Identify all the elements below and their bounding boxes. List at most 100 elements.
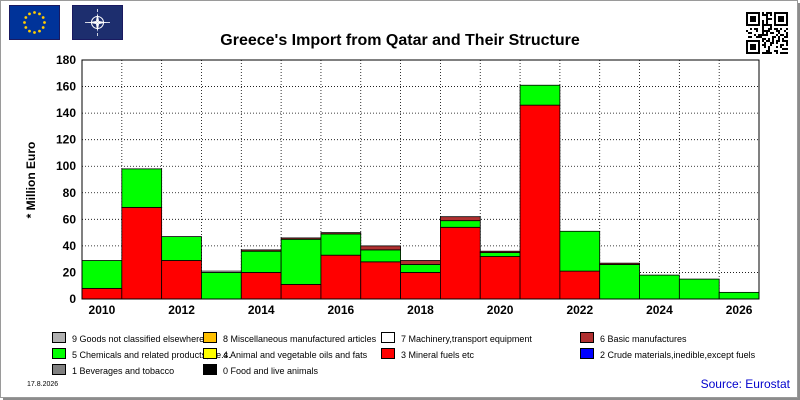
bar-2010-sitc3 [81, 287, 123, 300]
bar-2012-sitc3 [161, 260, 202, 300]
legend-label: 2 Crude materials,inedible,except fuels [600, 350, 756, 360]
x-tick-label: 2020 [487, 303, 514, 317]
legend-swatch [52, 364, 66, 375]
bar-2019-sitc3 [440, 226, 481, 300]
x-tick-label: 2012 [168, 303, 195, 317]
legend-swatch [203, 364, 217, 375]
nato-flag-icon [72, 5, 123, 40]
eu-star-icon [24, 26, 28, 29]
legend-item-sitc4: 4 Animal and vegetable oils and fats [203, 348, 367, 361]
bar-2013-sitc5 [201, 272, 242, 300]
source-label[interactable]: Source: Eurostat [700, 377, 790, 391]
legend-item-sitc2: 2 Crude materials,inedible,except fuels [580, 348, 755, 361]
x-tick-label: 2010 [89, 303, 116, 317]
bar-2014-sitc3 [240, 272, 282, 300]
bar-2026-sitc5 [718, 291, 760, 300]
bar-2017-sitc5 [360, 249, 401, 263]
bar-2012-sitc5 [161, 236, 202, 261]
eu-flag-icon [9, 5, 60, 40]
bar-2023-sitc5 [599, 264, 640, 300]
legend-label: 8 Miscellaneous manufactured articles [223, 334, 377, 344]
legend-item-sitc1: 1 Beverages and tobacco [52, 364, 174, 377]
bar-2020-sitc6 [479, 250, 521, 253]
bar-2017-sitc3 [360, 261, 401, 300]
legend-label: 6 Basic manufactures [600, 334, 687, 344]
y-tick-label: 20 [63, 265, 77, 279]
bar-2022-sitc5 [559, 230, 601, 272]
bar-2015-sitc6 [280, 237, 322, 240]
bar-2015-sitc5 [280, 238, 322, 285]
legend-label: 9 Goods not classified elsewhere [72, 334, 205, 344]
bar-2020-sitc3 [479, 256, 521, 300]
y-tick-label: 80 [63, 186, 77, 200]
eu-star-icon [41, 26, 45, 29]
bar-2016-sitc5 [320, 233, 362, 256]
bar-2011-sitc5 [121, 168, 163, 208]
eu-star-icon [23, 21, 26, 24]
bar-2018-sitc3 [400, 272, 441, 300]
x-tick-label: 2022 [566, 303, 593, 317]
bar-2014-sitc5 [240, 250, 282, 273]
y-tick-label: 0 [69, 292, 76, 306]
bar-2010-sitc5 [81, 260, 123, 289]
legend-swatch [580, 348, 594, 359]
legend-label: 3 Mineral fuels etc [401, 350, 475, 360]
legend-swatch [52, 348, 66, 359]
legend-item-sitc9: 9 Goods not classified elsewhere [52, 332, 204, 345]
eu-star-icon [33, 31, 36, 34]
bar-2025-sitc5 [678, 278, 720, 300]
y-tick-label: 140 [56, 106, 76, 120]
y-axis-label: * Million Euro [24, 142, 38, 219]
x-tick-label: 2018 [407, 303, 434, 317]
legend-label: 7 Machinery,transport equipment [401, 334, 532, 344]
legend-swatch [52, 332, 66, 343]
bar-2022-sitc3 [559, 270, 601, 300]
y-tick-label: 120 [56, 133, 76, 147]
plot-border [81, 59, 760, 300]
y-tick-label: 60 [63, 212, 77, 226]
bar-2016-sitc3 [320, 254, 362, 300]
legend-item-sitc7: 7 Machinery,transport equipment [381, 332, 532, 345]
legend-label: 4 Animal and vegetable oils and fats [223, 350, 368, 360]
eu-star-icon [28, 12, 31, 16]
grid [82, 60, 759, 299]
bar-2021-sitc3 [519, 104, 561, 300]
legend-item-sitc0: 0 Food and live animals [203, 364, 318, 377]
bar-2021-sitc5 [519, 84, 561, 106]
bar-2013-sitc7 [201, 270, 242, 273]
eu-star-icon [41, 16, 45, 19]
bar-2011-sitc3 [121, 206, 163, 300]
bar-2024-sitc5 [639, 274, 680, 300]
eu-star-icon [38, 12, 41, 16]
eu-star-icon [33, 11, 36, 14]
eu-star-icon [28, 29, 31, 33]
x-tick-label: 2016 [328, 303, 355, 317]
x-tick-label: 2026 [726, 303, 753, 317]
legend-swatch [203, 348, 217, 359]
y-tick-label: 180 [56, 53, 76, 67]
y-tick-label: 40 [63, 239, 77, 253]
x-tick-label: 2014 [248, 303, 275, 317]
bar-2020-sitc5 [479, 252, 521, 257]
legend-label: 0 Food and live animals [223, 366, 319, 376]
eu-star-icon [24, 16, 28, 19]
eu-star-icon [38, 29, 41, 33]
legend-swatch [381, 332, 395, 343]
legend-item-sitc5: 5 Chemicals and related products,n.e.s. [52, 348, 231, 361]
legend-swatch [381, 348, 395, 359]
legend-item-sitc6: 6 Basic manufactures [580, 332, 687, 345]
chart-title: Greece's Import from Qatar and Their Str… [220, 32, 580, 49]
bar-2016-sitc6 [320, 232, 362, 235]
y-tick-label: 160 [56, 80, 76, 94]
legend-item-sitc8: 8 Miscellaneous manufactured articles [203, 332, 376, 345]
eu-star-icon [43, 21, 46, 24]
bar-2015-sitc3 [280, 283, 322, 300]
legend-item-sitc3: 3 Mineral fuels etc [381, 348, 474, 361]
bar-2017-sitc6 [360, 245, 401, 251]
bar-2014-sitc6 [240, 249, 282, 252]
bar-2018-sitc6 [400, 260, 441, 265]
y-tick-label: 100 [56, 159, 76, 173]
bar-2023-sitc6 [599, 262, 640, 265]
qr-code-icon[interactable] [746, 12, 788, 54]
